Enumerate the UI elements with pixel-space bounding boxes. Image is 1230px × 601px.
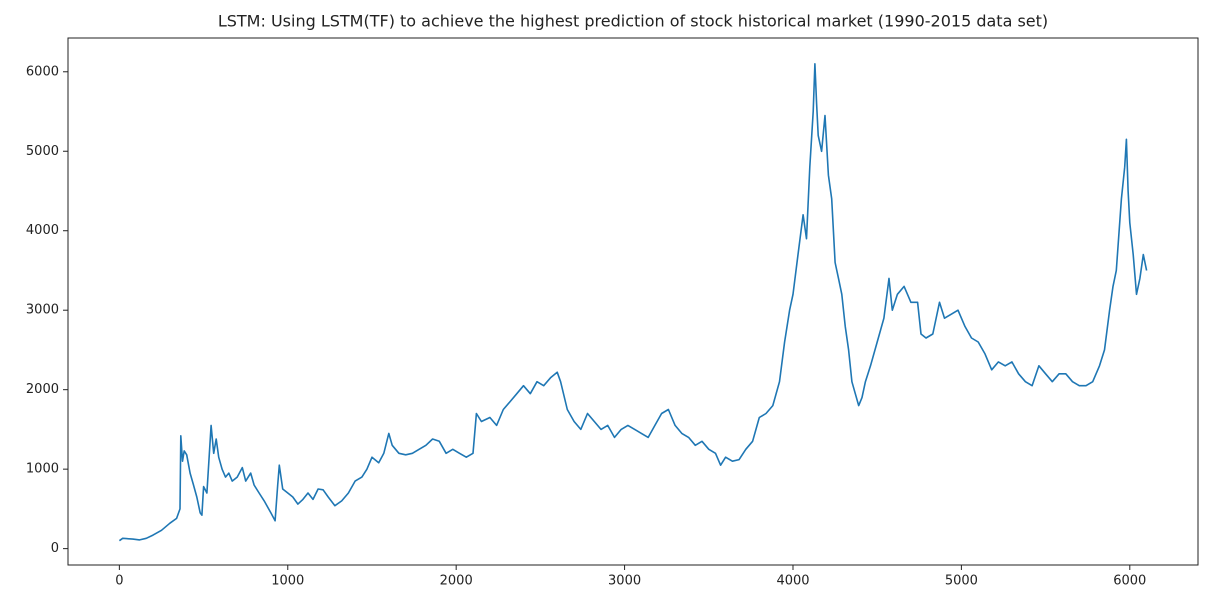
x-tick-label: 4000 <box>776 574 809 589</box>
series-line <box>118 63 1148 542</box>
x-tick-label: 3000 <box>608 574 641 589</box>
y-tick-label: 2000 <box>26 382 59 397</box>
y-tick-label: 0 <box>51 541 59 556</box>
y-tick-label: 6000 <box>26 64 59 79</box>
chart-title: LSTM: Using LSTM(TF) to achieve the high… <box>218 12 1048 31</box>
x-tick-label: 2000 <box>440 574 473 589</box>
x-tick-label: 6000 <box>1113 574 1146 589</box>
y-tick-label: 5000 <box>26 144 59 159</box>
plot-frame <box>67 37 1199 566</box>
x-tick-label: 5000 <box>945 574 978 589</box>
y-tick-label: 1000 <box>26 462 59 477</box>
x-tick-label: 0 <box>115 574 123 589</box>
y-tick-label: 3000 <box>26 303 59 318</box>
y-tick-label: 4000 <box>26 223 59 238</box>
x-tick-label: 1000 <box>271 574 304 589</box>
